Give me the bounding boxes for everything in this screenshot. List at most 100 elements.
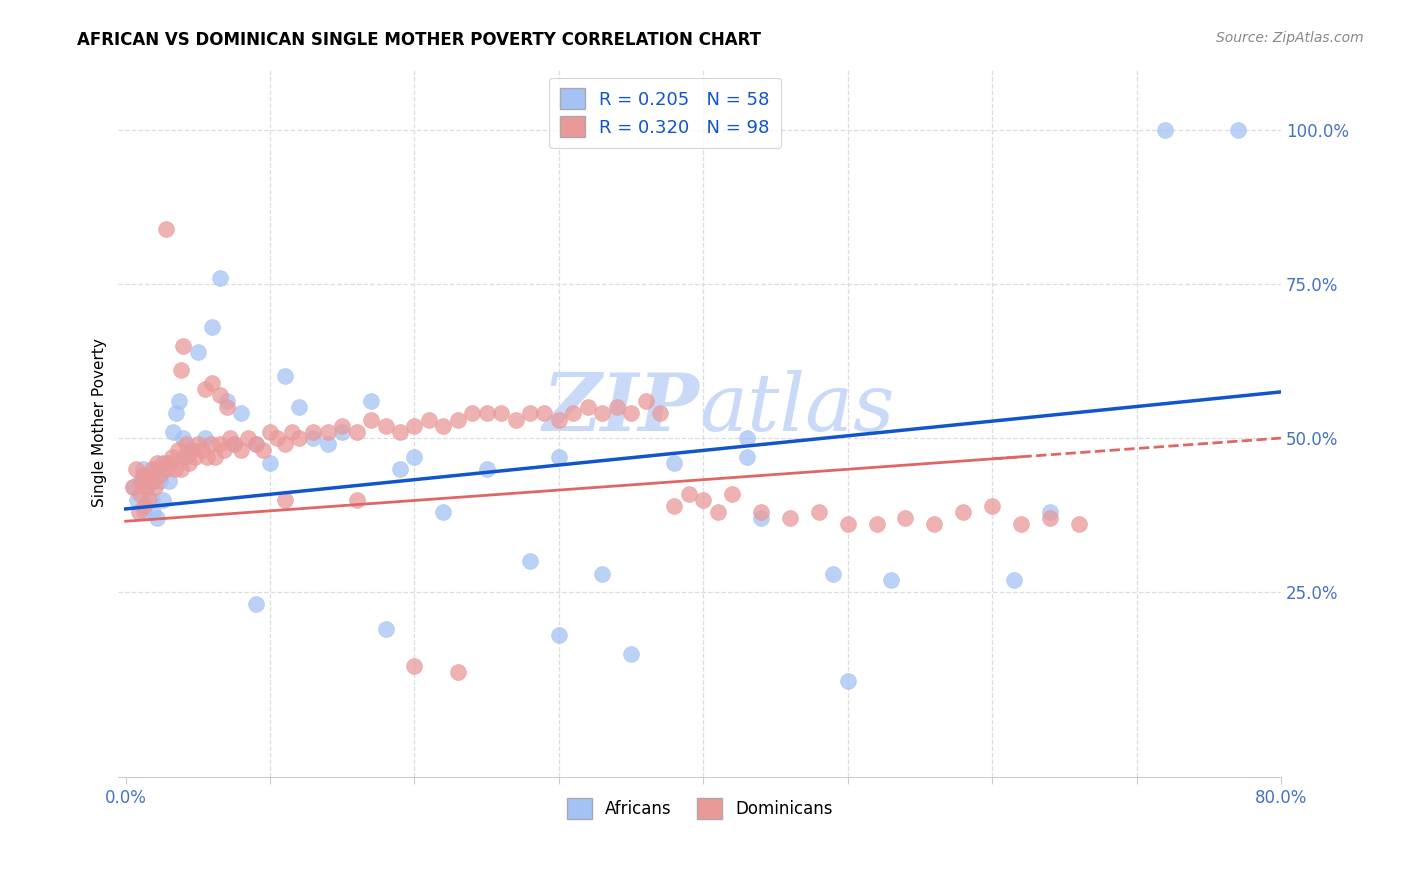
Point bbox=[1039, 505, 1062, 519]
Point bbox=[288, 431, 311, 445]
Point bbox=[218, 431, 240, 445]
Point bbox=[129, 474, 152, 488]
Point bbox=[169, 462, 191, 476]
Point bbox=[136, 468, 159, 483]
Point bbox=[880, 573, 903, 587]
Point bbox=[166, 443, 188, 458]
Point bbox=[749, 505, 772, 519]
Point bbox=[519, 407, 541, 421]
Point bbox=[273, 369, 295, 384]
Point bbox=[215, 401, 238, 415]
Point bbox=[664, 499, 686, 513]
Point bbox=[142, 505, 165, 519]
Point bbox=[179, 456, 201, 470]
Point bbox=[475, 407, 498, 421]
Point bbox=[176, 437, 198, 451]
Point bbox=[461, 407, 484, 421]
Point bbox=[735, 431, 758, 445]
Point bbox=[212, 443, 235, 458]
Point bbox=[195, 450, 218, 464]
Point bbox=[692, 492, 714, 507]
Point bbox=[489, 407, 512, 421]
Point bbox=[374, 418, 396, 433]
Point bbox=[245, 437, 267, 451]
Point bbox=[288, 401, 311, 415]
Point bbox=[865, 517, 887, 532]
Point bbox=[155, 462, 177, 476]
Point bbox=[138, 468, 160, 483]
Point bbox=[187, 344, 209, 359]
Point bbox=[245, 437, 267, 451]
Point bbox=[837, 517, 859, 532]
Point bbox=[591, 566, 613, 581]
Legend: Africans, Dominicans: Africans, Dominicans bbox=[560, 791, 839, 825]
Point bbox=[952, 505, 974, 519]
Point bbox=[1039, 511, 1062, 525]
Point bbox=[136, 480, 159, 494]
Point bbox=[634, 394, 657, 409]
Point bbox=[222, 437, 245, 451]
Point bbox=[252, 443, 274, 458]
Point bbox=[1226, 123, 1249, 137]
Point bbox=[215, 394, 238, 409]
Point bbox=[374, 622, 396, 636]
Point bbox=[302, 425, 325, 439]
Point bbox=[169, 363, 191, 377]
Point bbox=[163, 462, 186, 476]
Point bbox=[606, 401, 628, 415]
Point bbox=[180, 443, 202, 458]
Point bbox=[208, 271, 231, 285]
Point bbox=[201, 320, 224, 334]
Point bbox=[259, 456, 281, 470]
Point bbox=[404, 450, 426, 464]
Point bbox=[181, 443, 204, 458]
Point bbox=[548, 450, 571, 464]
Point bbox=[823, 566, 845, 581]
Point bbox=[418, 412, 440, 426]
Point bbox=[143, 480, 166, 494]
Point bbox=[981, 499, 1004, 513]
Point bbox=[172, 450, 194, 464]
Point bbox=[146, 456, 169, 470]
Point bbox=[152, 456, 174, 470]
Point bbox=[576, 401, 599, 415]
Point bbox=[664, 456, 686, 470]
Point bbox=[591, 407, 613, 421]
Point bbox=[194, 382, 217, 396]
Point bbox=[302, 431, 325, 445]
Point bbox=[208, 437, 231, 451]
Point bbox=[1154, 123, 1177, 137]
Point bbox=[807, 505, 830, 519]
Point bbox=[316, 425, 339, 439]
Point bbox=[187, 437, 209, 451]
Point bbox=[404, 418, 426, 433]
Point bbox=[172, 431, 194, 445]
Point bbox=[157, 456, 180, 470]
Point bbox=[155, 221, 177, 235]
Point bbox=[316, 437, 339, 451]
Point bbox=[245, 598, 267, 612]
Point bbox=[346, 492, 368, 507]
Point bbox=[143, 462, 166, 476]
Point bbox=[152, 492, 174, 507]
Point bbox=[141, 462, 163, 476]
Point bbox=[129, 486, 152, 500]
Point bbox=[721, 486, 744, 500]
Text: AFRICAN VS DOMINICAN SINGLE MOTHER POVERTY CORRELATION CHART: AFRICAN VS DOMINICAN SINGLE MOTHER POVER… bbox=[77, 31, 761, 49]
Point bbox=[135, 480, 157, 494]
Point bbox=[172, 339, 194, 353]
Point bbox=[132, 462, 155, 476]
Point bbox=[432, 505, 454, 519]
Point bbox=[548, 412, 571, 426]
Point bbox=[238, 431, 260, 445]
Point bbox=[128, 505, 150, 519]
Point bbox=[184, 450, 207, 464]
Point bbox=[273, 492, 295, 507]
Point bbox=[735, 450, 758, 464]
Point bbox=[155, 456, 177, 470]
Point bbox=[548, 628, 571, 642]
Point bbox=[200, 437, 222, 451]
Point bbox=[125, 462, 148, 476]
Point bbox=[167, 394, 190, 409]
Text: Source: ZipAtlas.com: Source: ZipAtlas.com bbox=[1216, 31, 1364, 45]
